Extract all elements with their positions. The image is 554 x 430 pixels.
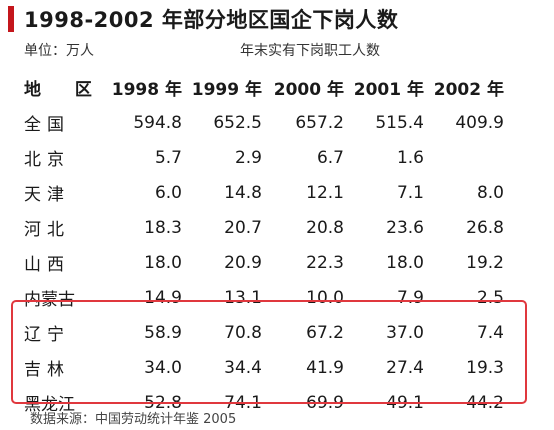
value-cell: 19.2 [466,252,504,273]
data-table: 地 区 1998 年 1999 年 2000 年 2001 年 2002 年 全… [18,70,504,420]
region-cell: 黑龙江 [24,395,75,415]
value-cell: 14.8 [224,182,262,203]
value-cell: 20.8 [306,217,344,238]
value-cell: 18.0 [144,252,182,273]
value-cell: 1.6 [396,147,424,168]
value-cell [424,140,504,175]
table-row: 辽宁 58.9 70.8 67.2 37.0 7.4 [18,315,504,350]
table-row: 吉林 34.0 34.4 41.9 27.4 19.3 [18,350,504,385]
value-cell: 34.0 [144,357,182,378]
unit-label: 单位：万人 [24,43,94,59]
value-cell: 18.3 [144,217,182,238]
source-note: 数据来源：中国劳动统计年鉴 2005 [30,412,237,427]
table-note: 年末实有下岗职工人数 [240,43,380,59]
value-cell: 13.1 [224,287,262,308]
header-1998: 1998 年 [111,80,182,100]
region-cell: 内蒙古 [24,290,75,310]
table-row: 天津 6.0 14.8 12.1 7.1 8.0 [18,175,504,210]
value-cell: 652.5 [213,112,262,133]
value-cell: 12.1 [306,182,344,203]
value-cell: 6.7 [316,147,344,168]
value-cell: 409.9 [455,112,504,133]
value-cell: 27.4 [386,357,424,378]
table-header-row: 地 区 1998 年 1999 年 2000 年 2001 年 2002 年 [18,70,504,105]
value-cell: 7.4 [476,322,504,343]
value-cell: 67.2 [306,322,344,343]
value-cell: 14.9 [144,287,182,308]
value-cell: 2.5 [476,287,504,308]
table-row: 全国 594.8 652.5 657.2 515.4 409.9 [18,105,504,140]
value-cell: 34.4 [224,357,262,378]
region-cell: 河北 [24,220,70,240]
value-cell: 23.6 [386,217,424,238]
value-cell: 20.9 [224,252,262,273]
value-cell: 70.8 [224,322,262,343]
table-row: 内蒙古 14.9 13.1 10.0 7.9 2.5 [18,280,504,315]
region-cell: 吉林 [24,360,70,380]
value-cell: 37.0 [386,322,424,343]
table-row: 山西 18.0 20.9 22.3 18.0 19.2 [18,245,504,280]
value-cell: 5.7 [154,147,182,168]
value-cell: 515.4 [375,112,424,133]
value-cell: 22.3 [306,252,344,273]
value-cell: 657.2 [295,112,344,133]
table-row: 河北 18.3 20.7 20.8 23.6 26.8 [18,210,504,245]
value-cell: 19.3 [466,357,504,378]
value-cell: 44.2 [466,392,504,413]
page-title: 1998-2002 年部分地区国企下岗人数 [24,8,399,32]
title-accent-bar [8,6,14,32]
header-region: 地 区 [24,80,106,100]
value-cell: 8.0 [476,182,504,203]
header-2000: 2000 年 [273,80,344,100]
value-cell: 10.0 [306,287,344,308]
value-cell: 594.8 [133,112,182,133]
value-cell: 20.7 [224,217,262,238]
header-2001: 2001 年 [353,80,424,100]
value-cell: 58.9 [144,322,182,343]
table-row: 北京 5.7 2.9 6.7 1.6 [18,140,504,175]
header-2002: 2002 年 [433,80,504,100]
region-cell: 全国 [24,115,70,135]
value-cell: 18.0 [386,252,424,273]
value-cell: 6.0 [154,182,182,203]
value-cell: 41.9 [306,357,344,378]
region-cell: 北京 [24,150,70,170]
value-cell: 49.1 [386,392,424,413]
region-cell: 山西 [24,255,70,275]
region-cell: 辽宁 [24,325,70,345]
region-cell: 天津 [24,185,70,205]
value-cell: 69.9 [306,392,344,413]
value-cell: 7.9 [396,287,424,308]
value-cell: 2.9 [234,147,262,168]
header-1999: 1999 年 [191,80,262,100]
value-cell: 26.8 [466,217,504,238]
value-cell: 7.1 [396,182,424,203]
